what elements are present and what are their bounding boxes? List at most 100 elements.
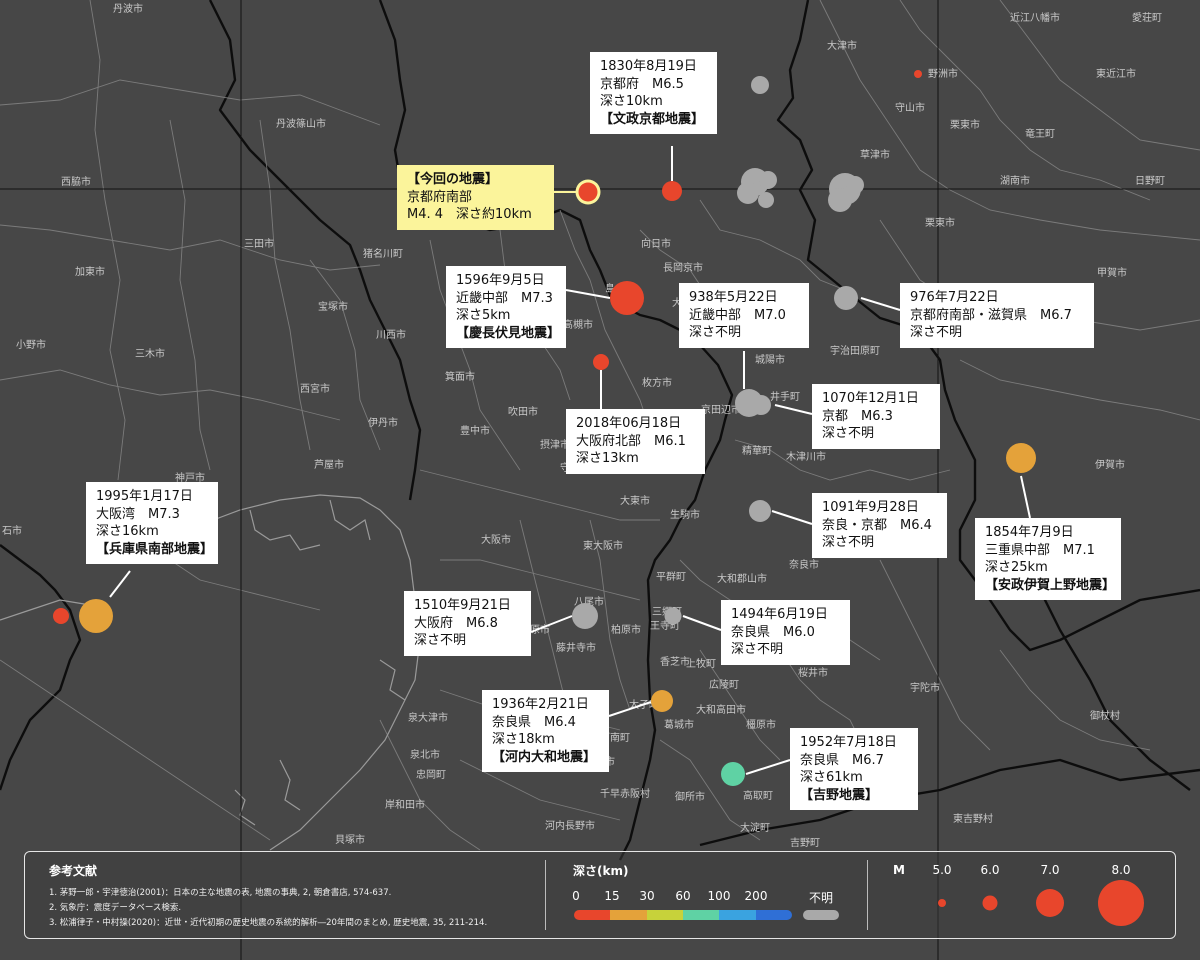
callout-line: 【吉野地震】 xyxy=(800,787,879,803)
earthquake-marker[interactable] xyxy=(572,603,598,629)
callout-line: 深さ16km xyxy=(96,524,159,539)
callout-line: 深さ不明 xyxy=(731,642,784,657)
city-label: 泉大津市 xyxy=(408,713,448,724)
city-label: 宇陀市 xyxy=(910,683,940,694)
city-label: 大和郡山市 xyxy=(717,574,767,585)
callout-line: 深さ61km xyxy=(800,770,863,785)
earthquake-marker[interactable] xyxy=(751,395,771,415)
earthquake-marker[interactable] xyxy=(721,762,745,786)
city-label: 吹田市 xyxy=(508,407,538,418)
depth-color-segment xyxy=(682,910,720,920)
callout-line: 1854年7月9日 xyxy=(985,525,1074,540)
city-label: 豊中市 xyxy=(460,426,490,437)
earthquake-marker[interactable] xyxy=(914,70,922,78)
current-earthquake-marker[interactable] xyxy=(578,182,598,202)
city-label: 近江八幡市 xyxy=(1010,13,1060,24)
city-label: 竜王町 xyxy=(1025,129,1055,140)
city-label: 生駒市 xyxy=(670,510,700,521)
earthquake-callout: 1936年2月21日 奈良県 M6.4 深さ18km 【河内大和地震】 xyxy=(482,690,609,772)
earthquake-marker[interactable] xyxy=(593,354,609,370)
magnitude-dot-8 xyxy=(1098,880,1144,926)
earthquake-marker[interactable] xyxy=(751,76,769,94)
earthquake-marker[interactable] xyxy=(1006,443,1036,473)
earthquake-marker[interactable] xyxy=(834,286,858,310)
city-label: 河内長野市 xyxy=(545,821,595,832)
callout-line: 深さ不明 xyxy=(822,535,875,550)
city-label: 八尾市 xyxy=(574,597,604,608)
magnitude-tick: 6.0 xyxy=(980,863,1000,877)
city-label: 石市 xyxy=(2,526,22,537)
city-label: 桜井市 xyxy=(798,668,828,679)
callout-line: 奈良県 M6.4 xyxy=(492,714,576,730)
earthquake-callout: 1952年7月18日 奈良県 M6.7 深さ61km 【吉野地震】 xyxy=(790,728,918,810)
city-label: 橿原市 xyxy=(746,720,776,731)
callout-line: M4. 4 深さ約10km xyxy=(407,207,532,222)
depth-tick: 30 xyxy=(639,889,655,903)
city-label: 湖南市 xyxy=(1000,176,1030,187)
leader-line xyxy=(745,759,791,775)
depth-tick: 15 xyxy=(604,889,620,903)
magnitude-legend-title: M xyxy=(893,863,905,877)
callout-line: 【慶長伏見地震】 xyxy=(456,325,561,341)
city-label: 大和高田市 xyxy=(696,705,746,716)
city-label: 東吉野村 xyxy=(953,814,993,825)
earthquake-callout: 1830年8月19日 京都府 M6.5 深さ10km 【文政京都地震】 xyxy=(590,52,717,134)
earthquake-marker[interactable] xyxy=(846,176,864,194)
callout-line: 1091年9月28日 xyxy=(822,500,919,515)
callout-line: 【今回の地震】 xyxy=(407,172,499,187)
earthquake-marker[interactable] xyxy=(662,181,682,201)
callout-line: 深さ5km xyxy=(456,308,511,323)
earthquake-marker[interactable] xyxy=(759,171,777,189)
city-label: 王寺町 xyxy=(650,621,680,632)
city-label: 神戸市 xyxy=(175,473,205,484)
earthquake-marker[interactable] xyxy=(828,188,852,212)
earthquake-marker[interactable] xyxy=(79,599,113,633)
legend-panel: 参考文献 1. 茅野一郎・宇津徳治(2001)：日本の主な地震の表, 地震の事典… xyxy=(24,851,1176,939)
earthquake-marker[interactable] xyxy=(610,281,644,315)
magnitude-tick: 5.0 xyxy=(932,863,952,877)
callout-line: 1830年8月19日 xyxy=(600,59,697,74)
references-title: 参考文献 xyxy=(49,864,98,878)
earthquake-marker[interactable] xyxy=(53,608,69,624)
magnitude-dot-6 xyxy=(982,895,998,911)
city-label: 貝塚市 xyxy=(335,835,365,846)
callout-line: 大阪府北部 M6.1 xyxy=(576,433,686,449)
depth-tick: 100 xyxy=(707,889,731,903)
city-label: 高槻市 xyxy=(563,320,593,331)
leader-line xyxy=(860,297,901,311)
city-label: 栗東市 xyxy=(925,218,955,229)
callout-line: 深さ不明 xyxy=(822,426,875,441)
city-label: 井手町 xyxy=(770,392,800,403)
earthquake-marker[interactable] xyxy=(737,182,759,204)
leader-line xyxy=(530,615,573,633)
earthquake-marker[interactable] xyxy=(664,607,682,625)
callout-line: 京都 M6.3 xyxy=(822,408,893,424)
city-label: 丹波市 xyxy=(113,4,143,15)
city-label: 西脇市 xyxy=(61,177,91,188)
callout-line: 京都府 M6.5 xyxy=(600,76,684,92)
depth-legend-title: 深さ(km) xyxy=(573,864,629,878)
city-label: 宝塚市 xyxy=(318,302,348,313)
city-label: 葛城市 xyxy=(664,720,694,731)
callout-line: 深さ25km xyxy=(985,560,1048,575)
city-label: 東近江市 xyxy=(1096,69,1136,80)
city-label: 摂津市 xyxy=(540,440,570,451)
earthquake-marker[interactable] xyxy=(651,690,673,712)
earthquake-marker[interactable] xyxy=(758,192,774,208)
city-label: 大淀町 xyxy=(740,823,770,834)
city-label: 城陽市 xyxy=(755,355,785,366)
city-label: 精華町 xyxy=(742,446,772,457)
leader-line xyxy=(109,570,131,598)
earthquake-callout: 1091年9月28日 奈良・京都 M6.4 深さ不明 xyxy=(812,493,947,558)
city-label: 御杖村 xyxy=(1090,711,1120,722)
callout-line: 大阪湾 M7.3 xyxy=(96,506,180,522)
earthquake-marker[interactable] xyxy=(749,500,771,522)
city-label: 川西市 xyxy=(376,330,406,341)
callout-line: 1070年12月1日 xyxy=(822,391,919,406)
city-label: 岸和田市 xyxy=(385,800,425,811)
callout-line: 938年5月22日 xyxy=(689,290,778,305)
city-label: 西宮市 xyxy=(300,384,330,395)
